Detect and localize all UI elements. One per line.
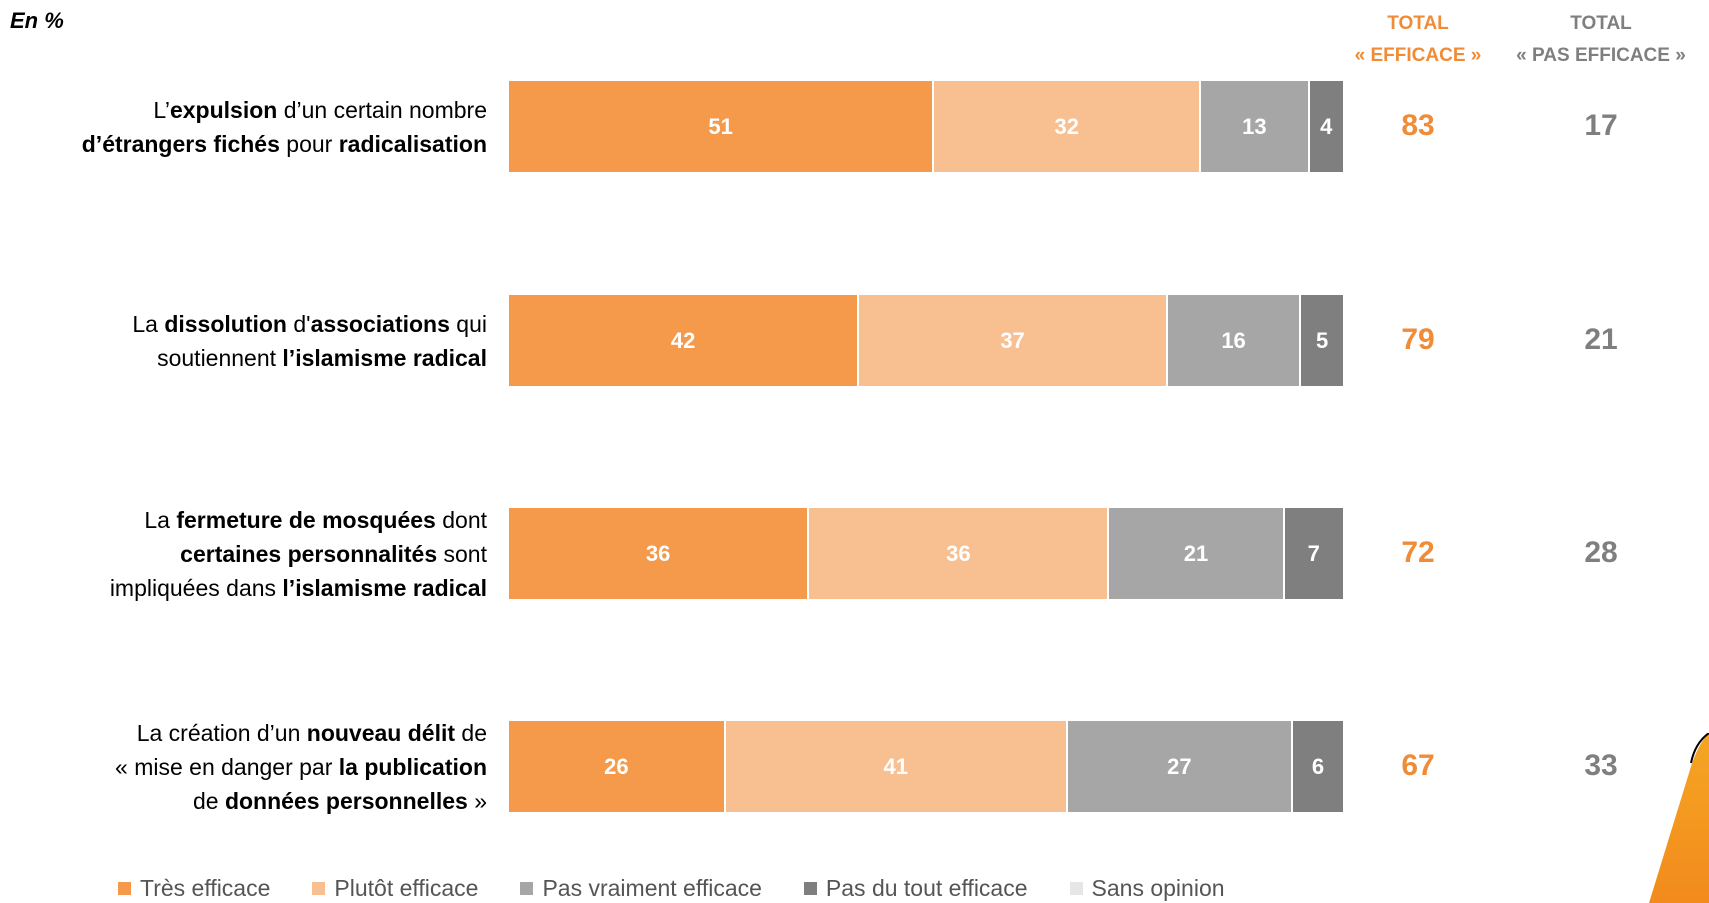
- bar-segment: 7: [1284, 508, 1343, 599]
- total-efficace-header-line2: « EFFICACE »: [1354, 45, 1482, 66]
- legend-swatch: [803, 882, 817, 895]
- legend-item: Pas vraiment efficace: [520, 875, 762, 902]
- stacked-bar: 36 36 21 7: [509, 508, 1343, 599]
- legend-item: Très efficace: [118, 875, 270, 902]
- total-pas-efficace-header: TOTAL « PAS EFFICACE »: [1501, 8, 1701, 72]
- total-efficace-header-line1: TOTAL: [1387, 13, 1449, 34]
- total-efficace-value: 72: [1401, 536, 1435, 569]
- legend-label: Plutôt efficace: [334, 875, 479, 901]
- bar-segment: 27: [1067, 721, 1293, 812]
- stacked-bar: 26 41 27 6: [509, 721, 1343, 812]
- bar-segment: 36: [809, 508, 1110, 599]
- total-efficace-header: TOTAL « EFFICACE »: [1318, 8, 1518, 72]
- total-pas-efficace-header-line2: « PAS EFFICACE »: [1516, 45, 1686, 66]
- total-efficace-value: 79: [1401, 323, 1435, 356]
- category-label: La fermeture de mosquées dont certaines p…: [109, 506, 487, 601]
- total-pas-efficace-header-line1: TOTAL: [1570, 13, 1632, 34]
- bar-segment: 6: [1292, 721, 1343, 812]
- bar-segment: 51: [509, 81, 935, 172]
- legend-label: Sans opinion: [1091, 875, 1225, 901]
- category-label: La dissolution d'associations qui soutien…: [132, 310, 487, 371]
- bar-segment: 32: [934, 81, 1202, 172]
- legend-item: Sans opinion: [1069, 875, 1225, 902]
- category-label: La création d’un nouveau délit de « mise …: [115, 719, 487, 814]
- bar-segment: 41: [725, 721, 1068, 812]
- bar-segment: 37: [859, 295, 1168, 386]
- legend-swatch: [1069, 882, 1083, 895]
- bar-segment: 13: [1201, 81, 1310, 172]
- total-pas-efficace-value: 17: [1584, 109, 1618, 142]
- legend-swatch: [312, 882, 326, 895]
- legend-swatch: [520, 882, 534, 895]
- bar-segment: 5: [1301, 295, 1343, 386]
- bar-segment: 42: [509, 295, 860, 386]
- total-pas-efficace-value: 21: [1584, 323, 1618, 356]
- bar-segment: 26: [509, 721, 726, 812]
- total-efficace-value: 83: [1401, 109, 1435, 142]
- legend-item: Plutôt efficace: [312, 875, 478, 902]
- bar-segment: 16: [1167, 295, 1302, 386]
- legend-swatch: [118, 882, 131, 895]
- brand-corner-shape: [1649, 733, 1709, 903]
- legend-label: Pas du tout efficace: [825, 875, 1028, 901]
- unit-label: En %: [10, 8, 64, 33]
- category-label: L’expulsion d’un certain nombre d’étrange…: [81, 96, 487, 157]
- legend-label: Très efficace: [140, 875, 271, 901]
- legend-label: Pas vraiment efficace: [542, 875, 762, 901]
- total-efficace-value: 67: [1401, 749, 1435, 782]
- stacked-bar: 51 32 13 4: [509, 81, 1343, 172]
- stacked-bar: 42 37 16 5: [509, 295, 1343, 386]
- chart-legend: Très efficace Plutôt efficace Pas vraiment…: [118, 875, 1267, 902]
- bar-segment: 36: [509, 508, 810, 599]
- legend-item: Pas du tout efficace: [803, 875, 1028, 902]
- bar-segment: 21: [1109, 508, 1285, 599]
- bar-segment: 4: [1309, 81, 1343, 172]
- total-pas-efficace-value: 28: [1584, 536, 1618, 569]
- total-pas-efficace-value: 33: [1584, 749, 1618, 782]
